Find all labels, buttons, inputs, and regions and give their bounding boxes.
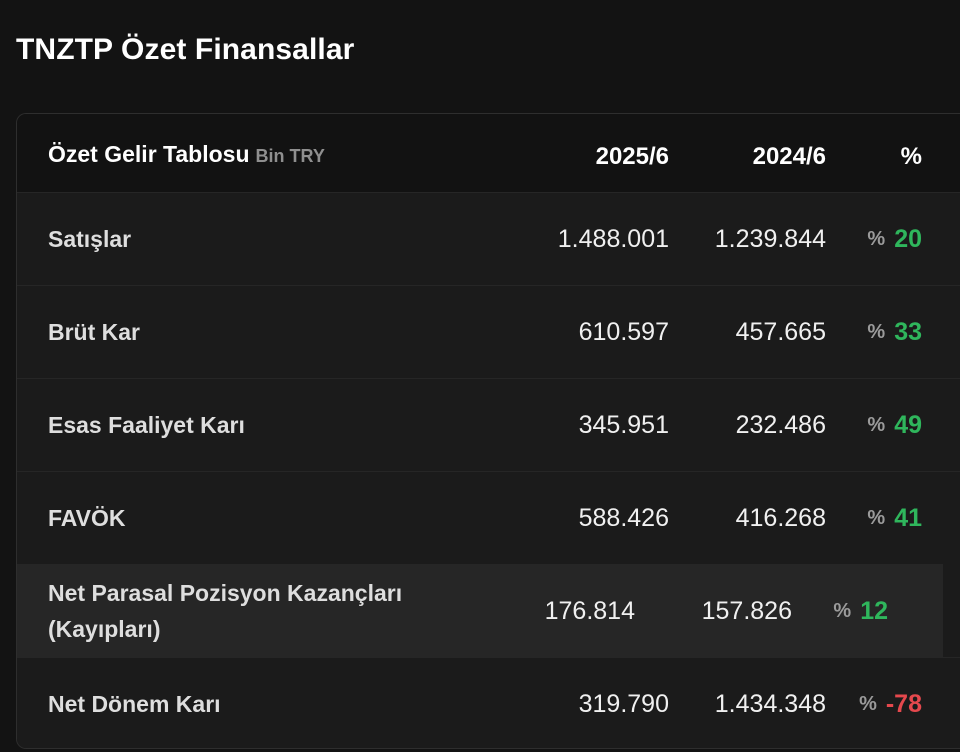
row-label: FAVÖK: [48, 505, 126, 531]
value-2024: 232.486: [735, 410, 826, 439]
income-statement-table: Özet Gelir Tablosu Bin TRY 2025/6 2024/6 …: [16, 113, 960, 749]
row-label: Satışlar: [48, 226, 132, 252]
percent-sign: %: [867, 320, 886, 343]
row-label: Brüt Kar: [48, 319, 141, 345]
column-header-2024[interactable]: 2024/6: [752, 143, 826, 170]
value-2025: 345.951: [578, 410, 669, 439]
value-2024: 416.268: [735, 503, 826, 532]
table-row[interactable]: Esas Faaliyet Karı 345.951 232.486 % 49: [17, 378, 960, 471]
percent-sign: %: [867, 413, 886, 436]
table-title-cell: Özet Gelir Tablosu Bin TRY: [48, 141, 325, 168]
percent-change: 49: [894, 410, 922, 439]
change-cell: % -78: [859, 658, 922, 748]
change-cell: % 12: [833, 565, 888, 657]
value-2025: 1.488.001: [557, 224, 669, 253]
value-2025: 176.814: [544, 596, 635, 625]
table-row[interactable]: Satışlar 1.488.001 1.239.844 % 20: [17, 192, 960, 285]
percent-sign: %: [833, 599, 852, 622]
value-2024: 1.434.348: [714, 689, 826, 718]
table-header: Özet Gelir Tablosu Bin TRY 2025/6 2024/6 …: [17, 114, 960, 192]
column-header-percent[interactable]: %: [900, 143, 922, 170]
percent-change: 33: [894, 317, 922, 346]
value-2025: 319.790: [578, 689, 669, 718]
row-label: Net Dönem Karı: [48, 691, 221, 717]
unit-label: Bin TRY: [255, 146, 325, 166]
percent-change: 20: [894, 224, 922, 253]
table-row[interactable]: Brüt Kar 610.597 457.665 % 33: [17, 285, 960, 378]
table-title: Özet Gelir Tablosu: [48, 141, 250, 167]
table-row-hovered[interactable]: Net Parasal Pozisyon Kazançları (Kayıpla…: [17, 564, 943, 657]
change-cell: % 41: [867, 472, 922, 564]
change-cell: % 33: [867, 286, 922, 378]
row-label: Net Parasal Pozisyon Kazançları (Kayıpla…: [48, 580, 403, 642]
value-2024: 157.826: [701, 596, 792, 625]
percent-sign: %: [867, 506, 886, 529]
percent-change: 12: [860, 596, 888, 625]
value-2025: 588.426: [578, 503, 669, 532]
percent-change: 41: [894, 503, 922, 532]
change-cell: % 20: [867, 193, 922, 285]
percent-sign: %: [859, 692, 877, 715]
percent-sign: %: [867, 227, 886, 250]
column-header-2025[interactable]: 2025/6: [595, 143, 669, 170]
value-2025: 610.597: [578, 317, 669, 346]
table-row[interactable]: Net Dönem Karı 319.790 1.434.348 % -78: [17, 657, 960, 748]
row-label: Esas Faaliyet Karı: [48, 412, 245, 438]
percent-change: -78: [885, 689, 922, 718]
change-cell: % 49: [867, 379, 922, 471]
page-title: TNZTP Özet Finansallar: [16, 33, 355, 66]
value-2024: 457.665: [735, 317, 826, 346]
value-2024: 1.239.844: [714, 224, 826, 253]
table-row[interactable]: FAVÖK 588.426 416.268 % 41: [17, 471, 960, 564]
